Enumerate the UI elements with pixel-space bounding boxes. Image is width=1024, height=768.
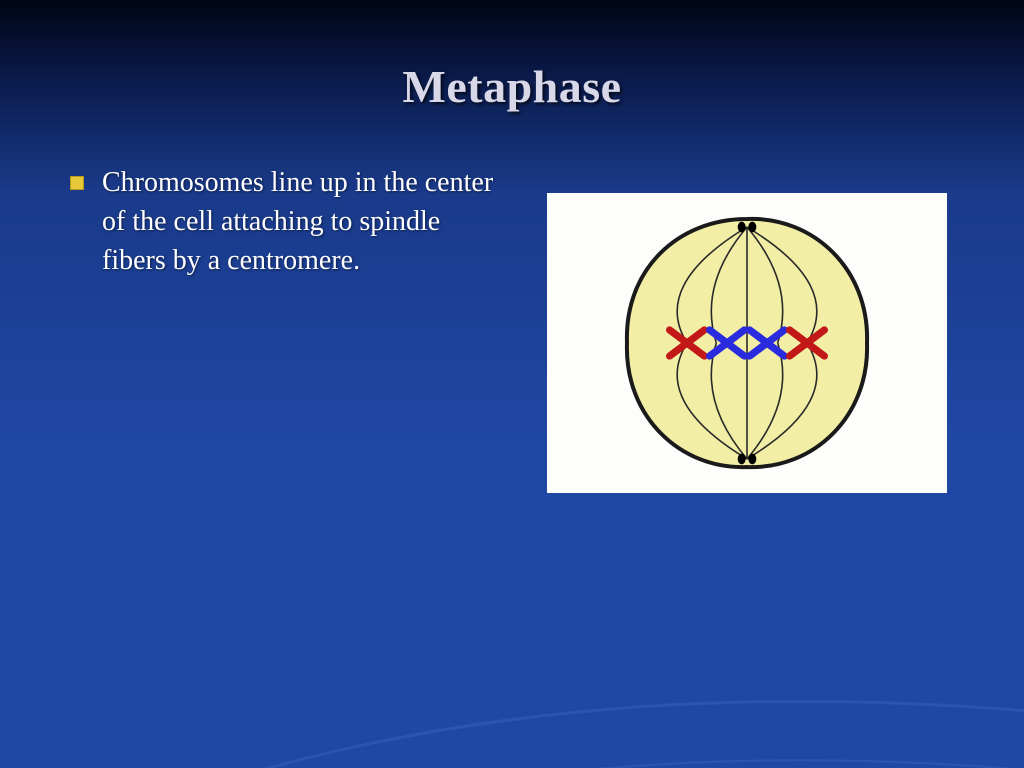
bullet-item: Chromosomes line up in the center of the…: [70, 163, 500, 281]
metaphase-cell-diagram: [607, 203, 887, 483]
slide-content: Chromosomes line up in the center of the…: [70, 163, 954, 493]
text-column: Chromosomes line up in the center of the…: [70, 163, 500, 281]
cell-diagram-box: [547, 193, 947, 493]
diagram-column: [540, 163, 954, 493]
bullet-text: Chromosomes line up in the center of the…: [102, 163, 500, 281]
centrosome: [738, 222, 746, 233]
slide-title: Metaphase: [70, 60, 954, 113]
slide: Metaphase Chromosomes line up in the cen…: [0, 0, 1024, 768]
centrosome: [748, 222, 756, 233]
bullet-marker-icon: [70, 176, 84, 190]
centrosome: [748, 454, 756, 465]
centrosome: [738, 454, 746, 465]
